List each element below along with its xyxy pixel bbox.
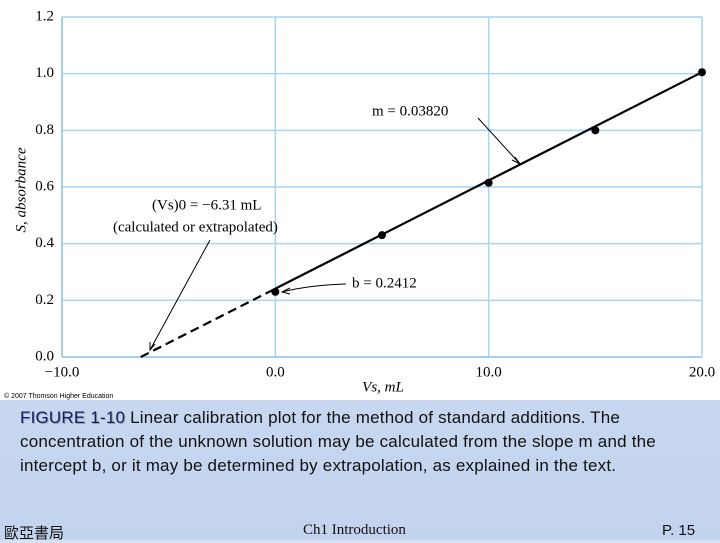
fit-line xyxy=(140,287,276,358)
arrows xyxy=(149,117,521,352)
arrow xyxy=(281,283,347,293)
y-tick-label: 0.6 xyxy=(35,178,54,194)
y-tick-label: 0.0 xyxy=(35,348,54,364)
y-axis-label: S, absorbance xyxy=(13,147,29,232)
y-tick-label: 0.2 xyxy=(35,292,54,308)
annotation: (Vs)0 = −6.31 mL xyxy=(152,197,261,213)
chapter: Ch1 Introduction xyxy=(303,522,406,538)
annotation: m = 0.03820 xyxy=(372,103,448,119)
arrowhead xyxy=(511,156,521,165)
y-tick-label: 0.4 xyxy=(35,235,54,251)
point xyxy=(484,178,493,187)
y-tick-label: 0.8 xyxy=(35,122,54,138)
copyright: © 2007 Thomson Higher Education xyxy=(4,392,113,400)
x-tick-label: 20.0 xyxy=(689,364,715,380)
caption-text: Linear calibration plot for the method o… xyxy=(20,408,656,475)
arrow xyxy=(149,239,211,351)
page-number: P. 15 xyxy=(662,522,696,539)
y-tick-label: 1.2 xyxy=(35,8,54,24)
annotation: (calculated or extrapolated) xyxy=(113,219,278,235)
point xyxy=(271,287,280,296)
arrowhead xyxy=(280,287,291,295)
y-tick-label: 1.0 xyxy=(35,65,54,81)
caption: FIGURE 1-10 Linear calibration plot for … xyxy=(20,406,710,478)
publisher: 歐亞書局 xyxy=(4,525,65,542)
point xyxy=(591,126,600,135)
chart: 0.00.20.40.60.81.01.2−10.0 0.0 10.0 20.0S, … xyxy=(0,0,720,400)
point xyxy=(378,231,386,240)
chart-background xyxy=(0,0,720,400)
x-axis-label: Vs, mL xyxy=(362,379,404,395)
arrow xyxy=(477,117,521,165)
annotation: b = 0.2412 xyxy=(352,275,417,291)
point xyxy=(698,68,706,77)
plot: 0.00.20.40.60.81.01.2−10.0 0.0 10.0 20.0 xyxy=(35,8,715,380)
arrowhead xyxy=(149,342,156,352)
x-tick-label: −10.0 xyxy=(45,364,80,380)
x-tick-label: 10.0 xyxy=(476,364,502,380)
x-tick-label: 0.0 xyxy=(266,364,285,380)
caption-label: FIGURE 1-10 xyxy=(20,408,126,427)
